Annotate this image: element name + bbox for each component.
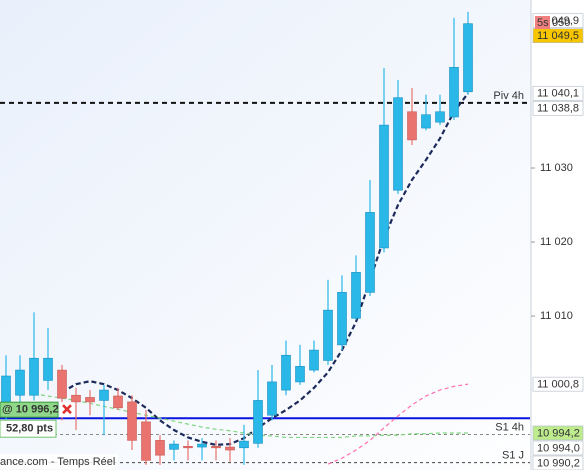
position-label: @ 10 996,2	[2, 404, 59, 416]
y-tick-label: 11 010	[540, 310, 573, 322]
timeframe-label: 5s	[537, 17, 549, 29]
price-tag	[532, 28, 584, 44]
price-tag	[532, 425, 584, 441]
timeframe-bg	[535, 16, 550, 29]
candle-body	[309, 349, 319, 371]
candle-body	[197, 443, 207, 448]
candle-body	[169, 443, 179, 450]
moving-average	[61, 92, 469, 446]
close-icon	[62, 404, 72, 415]
candle-body	[267, 381, 277, 416]
candle-body	[463, 23, 473, 93]
price-tag-label: 11 000,8	[537, 379, 579, 391]
candle-body	[15, 369, 25, 396]
candle-body	[99, 389, 109, 401]
moving-average	[33, 393, 468, 439]
y-tick-label: 11 020	[540, 236, 573, 248]
price-tag	[532, 100, 584, 116]
candle-body	[407, 111, 417, 141]
candle-body	[211, 446, 221, 449]
price-tag-label: 10 994,0	[537, 442, 580, 454]
candle-body	[337, 292, 347, 346]
candle-body	[85, 397, 95, 403]
candle-body	[183, 446, 193, 449]
candle-body	[421, 114, 431, 129]
candle-body	[393, 97, 403, 191]
source-label: ance.com - Temps Réel	[0, 456, 115, 468]
position-box: @ 10 996,2 52,80 pts	[0, 401, 74, 438]
candle-body	[239, 440, 249, 449]
position-box-bg	[0, 401, 59, 418]
candle-body	[113, 395, 123, 409]
price-tag-label: 11 038,8	[537, 103, 579, 115]
moving-average	[327, 383, 469, 465]
source-bg	[0, 454, 118, 469]
pnl-label: 52,80 pts	[6, 423, 53, 435]
price-axis	[531, 0, 585, 470]
y-tick-label: 11 030	[540, 162, 573, 174]
candle-body	[253, 400, 263, 444]
candle-body	[351, 272, 361, 319]
price-tag	[532, 85, 584, 101]
level-label: Piv 4h	[493, 90, 524, 102]
candle-body	[295, 366, 305, 383]
candle-body	[57, 369, 67, 399]
candle-body	[365, 212, 375, 293]
pnl-box	[0, 419, 57, 438]
candle-body	[127, 401, 137, 441]
plot-area: Piv 4h S1 4h S1 J @ 10 996,2 52,80 pts ance.c…	[0, 11, 530, 469]
clipped-tag: 050	[552, 17, 570, 29]
candle-body	[449, 67, 459, 118]
candle-body	[435, 111, 445, 123]
price-tag-label: 11 049,5	[537, 30, 579, 42]
candle-body	[71, 394, 81, 403]
price-tag-label: 10 994,2	[537, 427, 580, 439]
candle-body	[379, 124, 389, 249]
candle-body	[43, 357, 53, 381]
candle-body	[29, 357, 39, 396]
price-tag	[532, 440, 584, 456]
price-tag	[532, 376, 584, 392]
candle-body	[155, 440, 165, 456]
price-tag-label: 11 040,1	[537, 88, 579, 100]
candle-body	[281, 354, 291, 391]
candle-body	[323, 309, 333, 361]
level-label: S1 J	[502, 450, 524, 462]
candle-body	[225, 446, 235, 451]
price-tag-label: 10 990,2	[537, 457, 580, 469]
level-label: S1 4h	[495, 421, 524, 433]
candle-body	[141, 421, 151, 461]
